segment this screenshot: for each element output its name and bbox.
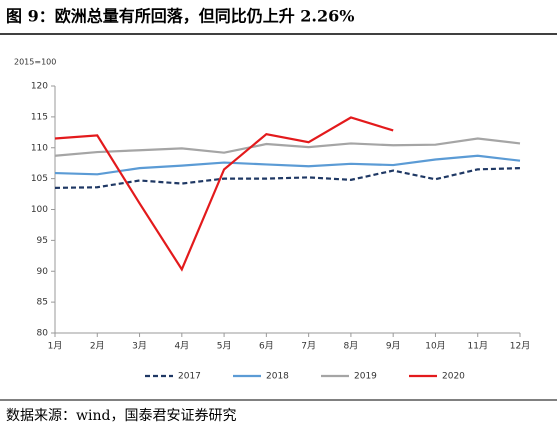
y-tick-label: 120 [31,82,48,92]
x-tick-label: 12月 [510,341,530,352]
legend-label: 2020 [442,372,465,382]
x-tick-label: 11月 [468,341,488,352]
legend-label: 2018 [266,372,289,382]
x-tick-label: 9月 [386,341,401,352]
x-tick-label: 5月 [217,341,232,352]
x-tick-label: 8月 [344,341,359,352]
x-tick-label: 6月 [259,341,274,352]
series-line [54,137,521,157]
x-tick-label: 1月 [48,341,63,352]
y-tick-label: 90 [37,267,49,277]
y-tick-label: 110 [31,143,48,153]
legend-label: 2017 [178,372,201,382]
y-tick-label: 100 [31,205,48,215]
y-tick-label: 115 [31,112,48,122]
x-tick-label: 10月 [425,341,445,352]
y-tick-label: 95 [37,236,48,246]
x-tick-label: 2月 [90,341,105,352]
y-tick-label: 85 [37,298,48,308]
x-tick-label: 4月 [174,341,189,352]
y-tick-label: 105 [31,174,48,184]
series-line [54,167,521,189]
x-tick-label: 3月 [132,341,147,352]
source: 数据来源：wind，国泰君安证券研究 [6,408,236,424]
chart-title: 图 9：欧洲总量有所回落，但同比仍上升 2.26% [6,7,354,26]
series-line [54,154,521,176]
y-tick-label: 80 [37,329,49,339]
x-tick-label: 7月 [301,341,316,352]
legend-label: 2019 [354,372,377,382]
unit-label: 2015=100 [14,58,56,67]
series-line [54,116,394,272]
